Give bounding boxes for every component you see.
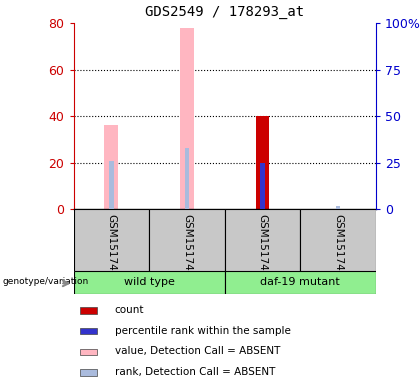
Bar bbox=[80, 328, 97, 334]
Text: genotype/variation: genotype/variation bbox=[2, 276, 89, 286]
Text: GSM151748: GSM151748 bbox=[182, 214, 192, 278]
Bar bbox=[300, 209, 376, 271]
Text: GSM151745: GSM151745 bbox=[257, 214, 268, 278]
Text: percentile rank within the sample: percentile rank within the sample bbox=[115, 326, 291, 336]
Bar bbox=[149, 209, 225, 271]
Text: count: count bbox=[115, 305, 144, 315]
Text: daf-19 mutant: daf-19 mutant bbox=[260, 277, 340, 287]
Bar bbox=[225, 271, 376, 294]
Bar bbox=[180, 28, 194, 209]
Text: GSM151746: GSM151746 bbox=[333, 214, 343, 278]
Bar bbox=[80, 349, 97, 355]
Text: value, Detection Call = ABSENT: value, Detection Call = ABSENT bbox=[115, 346, 280, 356]
Bar bbox=[74, 209, 149, 271]
Title: GDS2549 / 178293_at: GDS2549 / 178293_at bbox=[145, 5, 304, 19]
Text: rank, Detection Call = ABSENT: rank, Detection Call = ABSENT bbox=[115, 367, 275, 377]
Bar bbox=[256, 116, 269, 209]
Bar bbox=[225, 209, 300, 271]
Text: wild type: wild type bbox=[123, 277, 175, 287]
Bar bbox=[260, 163, 265, 209]
Bar bbox=[105, 126, 118, 209]
Bar bbox=[80, 307, 97, 314]
Bar bbox=[74, 271, 225, 294]
Bar bbox=[336, 205, 340, 209]
Text: GSM151747: GSM151747 bbox=[106, 214, 116, 278]
Bar bbox=[185, 148, 189, 209]
Bar bbox=[80, 369, 97, 376]
Bar bbox=[109, 161, 113, 209]
